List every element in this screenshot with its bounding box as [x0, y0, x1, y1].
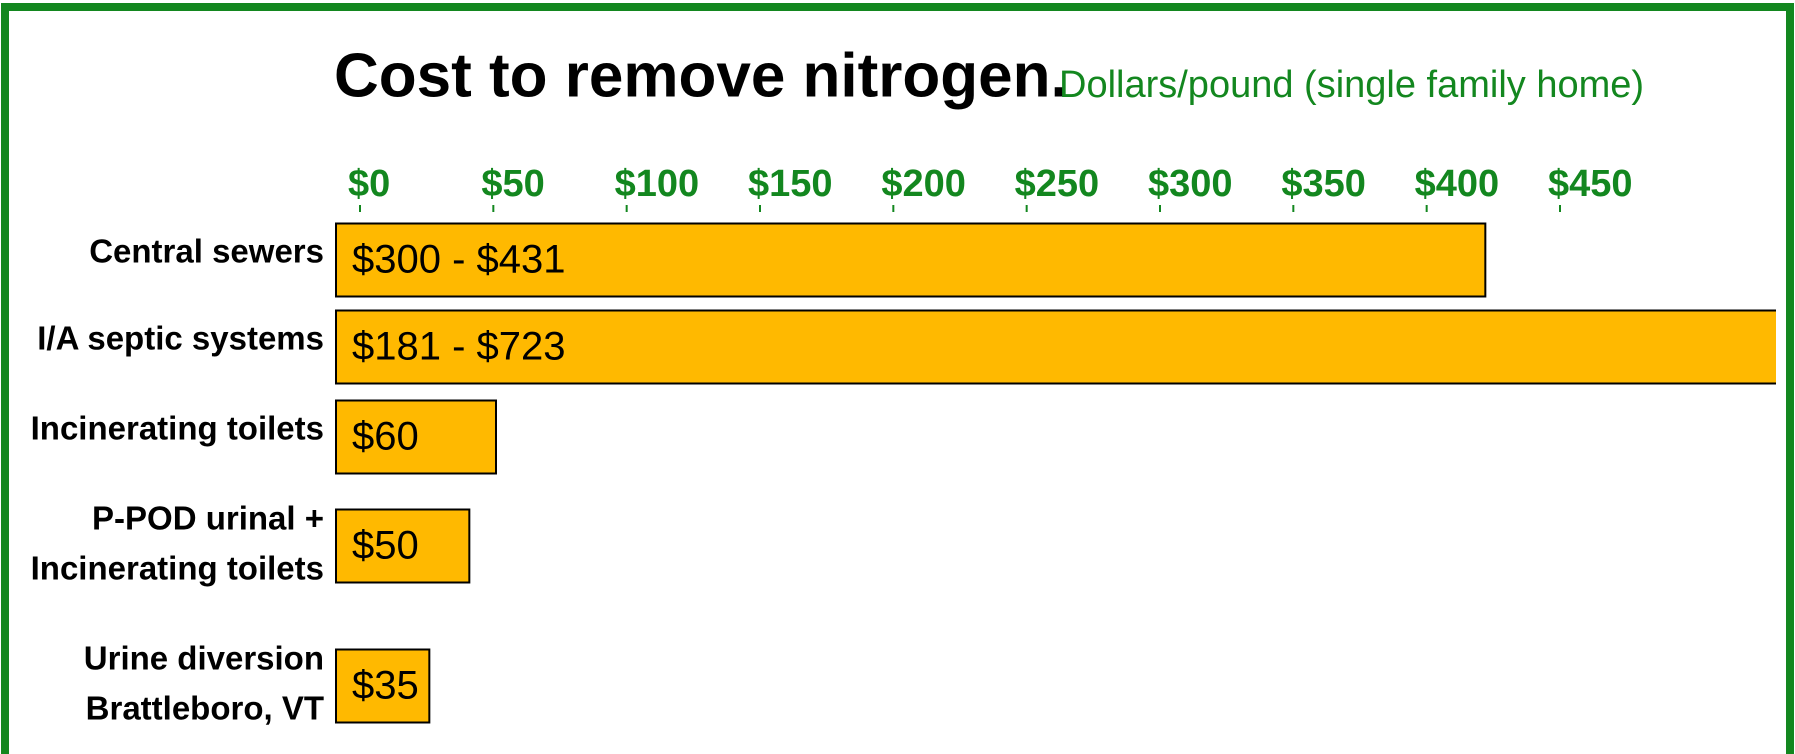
category-label: P-POD urinal + [92, 500, 324, 537]
category-label: Incinerating toilets [31, 550, 324, 587]
frame [1, 3, 1794, 754]
x-tick-label: $50 [481, 163, 544, 205]
x-tick-label: $400 [1415, 163, 1500, 205]
bar [335, 222, 1487, 298]
x-tick-label: $250 [1015, 163, 1100, 205]
bar [335, 309, 1776, 385]
x-tick-label: $100 [615, 163, 700, 205]
value-label: $300 - $431 [352, 238, 566, 282]
x-tick-label: $150 [748, 163, 833, 205]
value-label: $181 - $723 [352, 325, 566, 369]
chart-title: Cost to remove nitrogen. [334, 41, 1068, 110]
category-label: I/A septic systems [37, 320, 324, 357]
value-label: $35 [352, 664, 419, 708]
bar [335, 508, 471, 584]
x-tick-label: $300 [1148, 163, 1233, 205]
plot-area [335, 222, 1776, 724]
category-label: Incinerating toilets [31, 410, 324, 447]
x-tick-label: $450 [1548, 163, 1633, 205]
x-tick-label: $0 [348, 163, 390, 205]
category-label: Brattleboro, VT [86, 690, 324, 727]
chart-subtitle: Dollars/pound (single family home) [1059, 64, 1644, 106]
x-tick-label: $200 [881, 163, 966, 205]
bar [335, 399, 497, 475]
category-label: Central sewers [89, 233, 324, 270]
category-label: Urine diversion [84, 640, 324, 677]
x-tick-label: $350 [1281, 163, 1366, 205]
value-label: $50 [352, 524, 419, 568]
value-label: $60 [352, 415, 419, 459]
bar [335, 648, 431, 724]
